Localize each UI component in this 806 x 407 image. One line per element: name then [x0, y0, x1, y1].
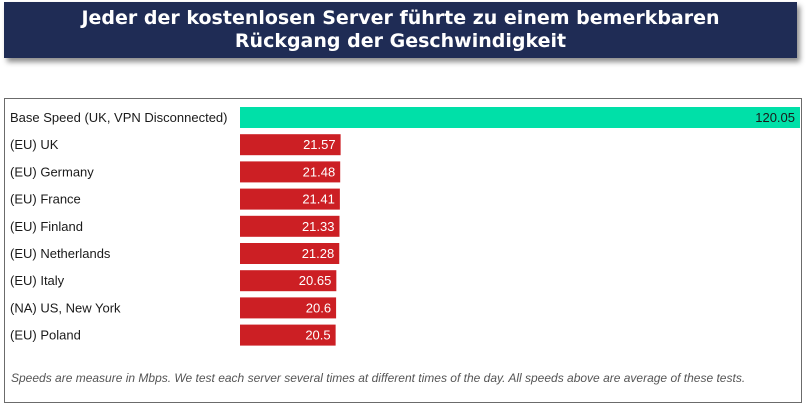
page-title: Jeder der kostenlosen Server führte zu e…	[81, 7, 720, 52]
bar-value-label: 120.05	[755, 110, 795, 125]
category-label: (EU) Poland	[10, 328, 81, 343]
bar-chart: Base Speed (UK, VPN Disconnected) 120.05 (…	[10, 107, 800, 346]
bar	[240, 134, 341, 156]
category-label: Base Speed (UK, VPN Disconnected)	[10, 110, 228, 125]
category-label: (EU) UK	[10, 137, 59, 152]
bar	[240, 161, 341, 183]
bar	[240, 270, 337, 292]
bar-value-label: 20.5	[305, 328, 330, 343]
footnote: Speeds are measure in Mbps. We test each…	[11, 371, 746, 385]
title-banner: Jeder der kostenlosen Server führte zu e…	[4, 2, 797, 58]
category-label: (EU) Finland	[10, 219, 83, 234]
category-label: (EU) Netherlands	[10, 246, 111, 261]
category-label: (EU) France	[10, 192, 81, 207]
chart-panel: Base Speed (UK, VPN Disconnected) 120.05 (…	[4, 98, 802, 403]
bar-value-label: 21.48	[303, 164, 336, 179]
bar-value-label: 21.28	[302, 246, 335, 261]
category-label: (EU) Germany	[10, 164, 94, 179]
bar	[240, 107, 800, 128]
bar	[240, 297, 337, 319]
bar-value-label: 20.6	[306, 300, 331, 315]
bar-value-label: 21.57	[303, 137, 336, 152]
bar	[240, 243, 340, 264]
bar	[240, 215, 340, 237]
bar-value-label: 21.33	[302, 219, 335, 234]
bar	[240, 188, 340, 210]
bar-value-label: 20.65	[299, 273, 332, 288]
bar-value-label: 21.41	[302, 192, 335, 207]
bar	[240, 324, 336, 346]
category-label: (NA) US, New York	[10, 300, 121, 315]
category-label: (EU) Italy	[10, 273, 65, 288]
